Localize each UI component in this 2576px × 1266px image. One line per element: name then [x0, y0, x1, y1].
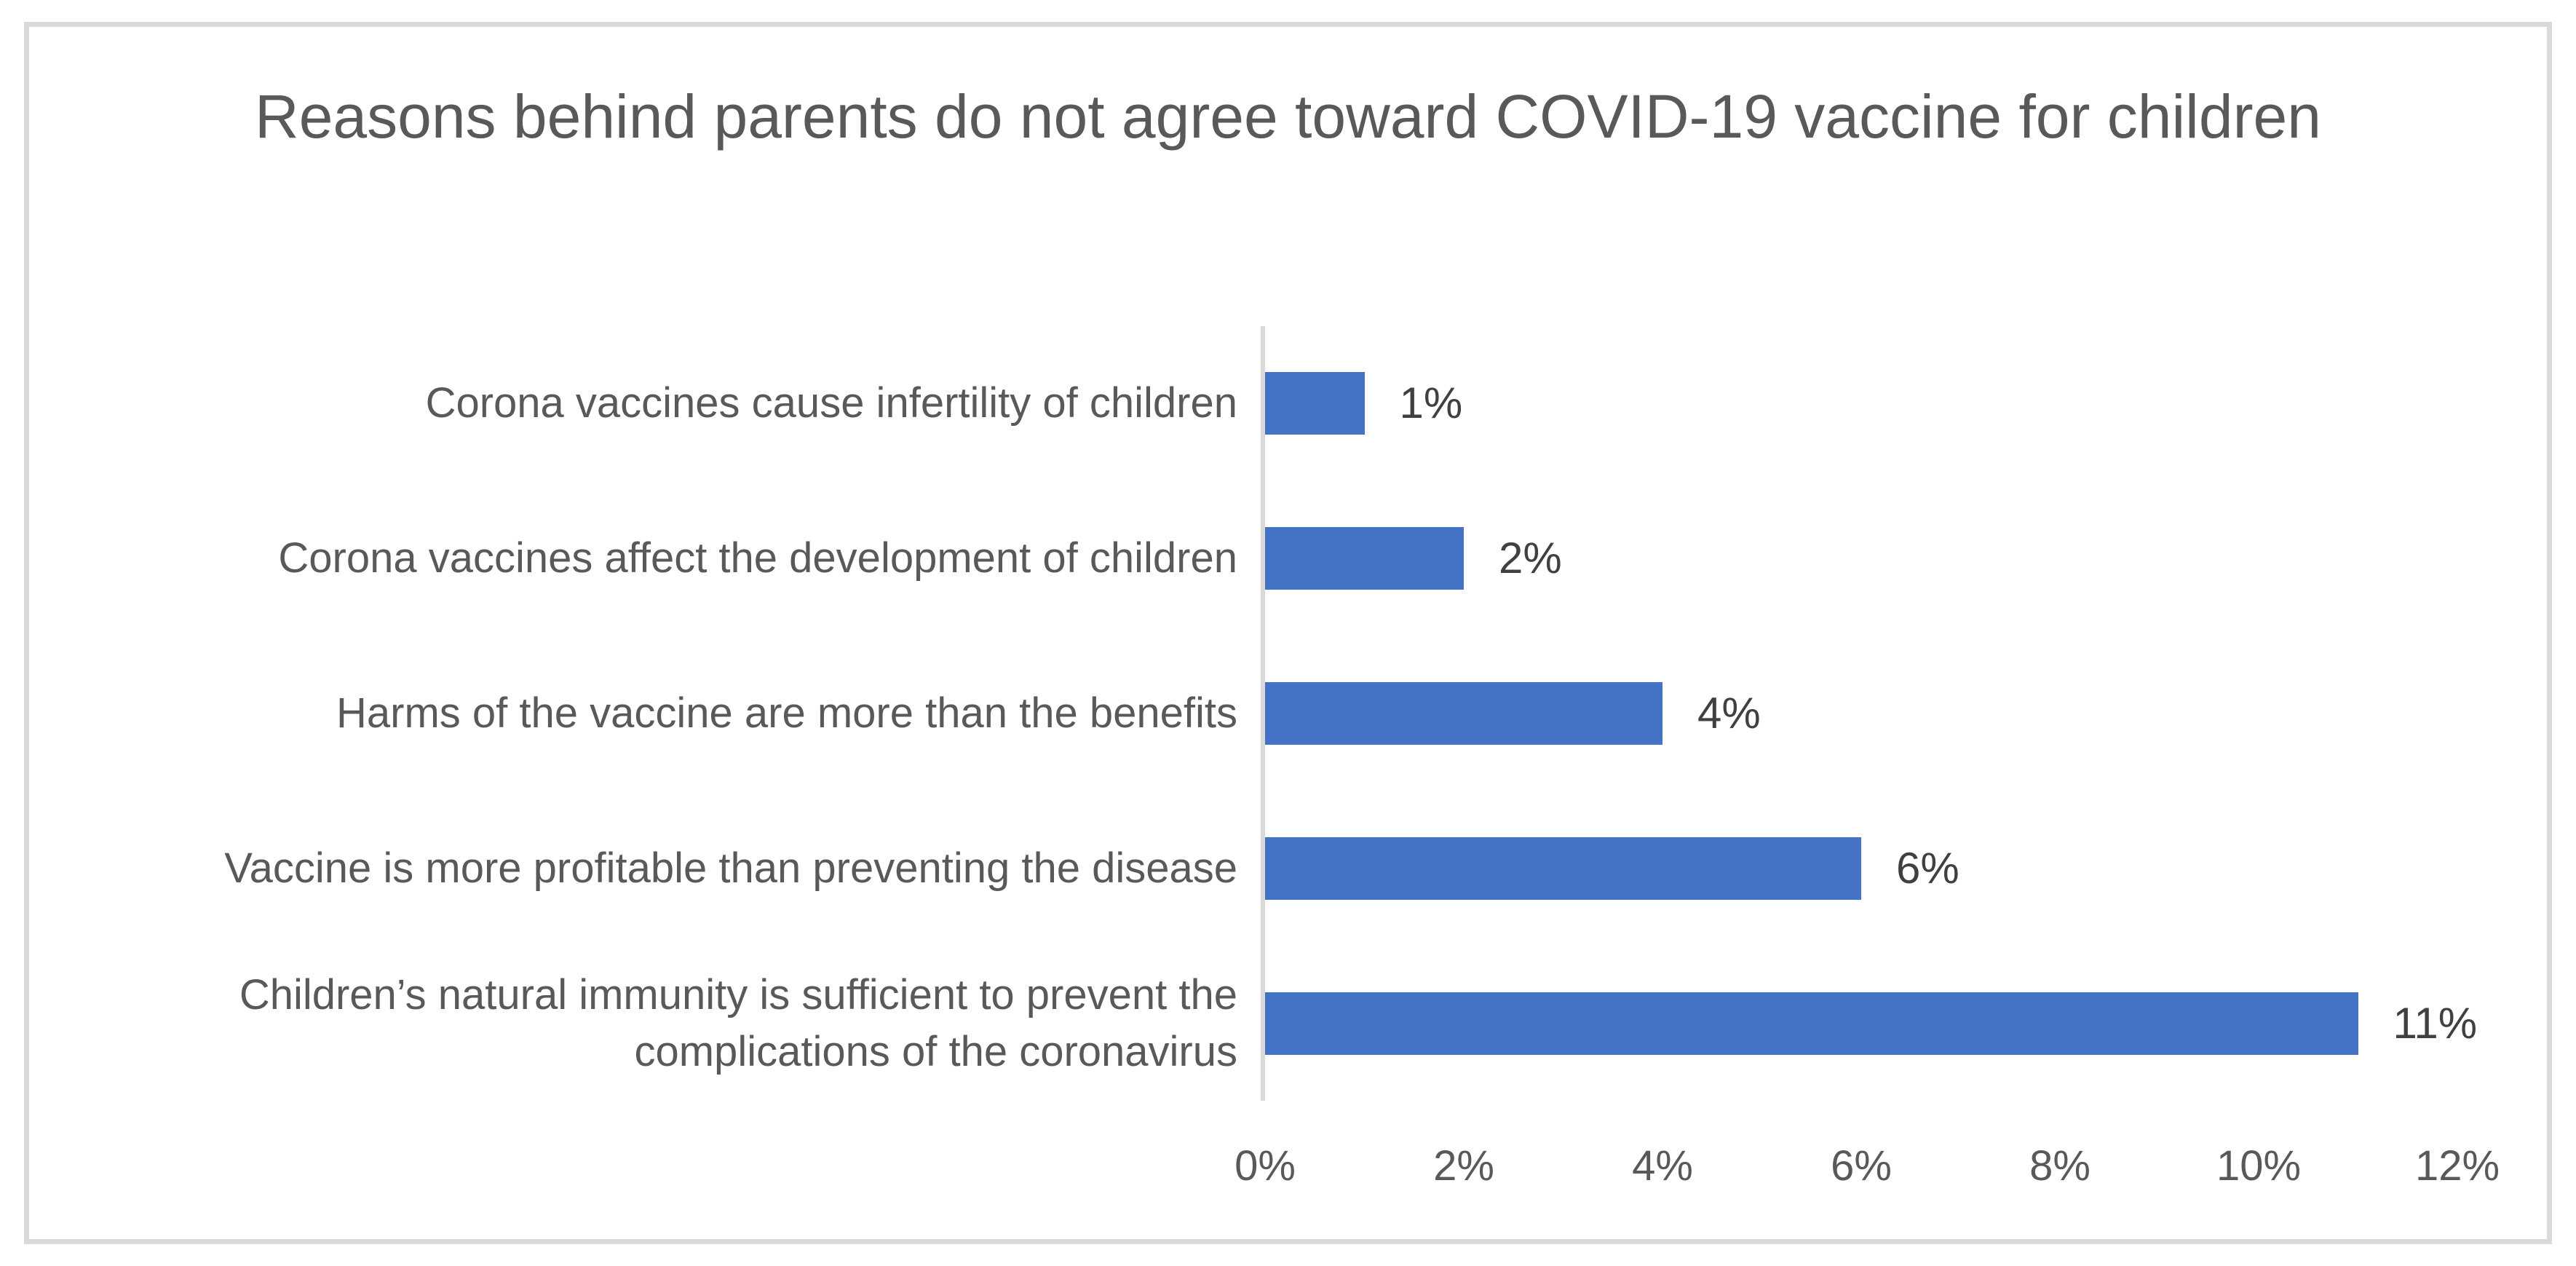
x-axis-tick: 6% — [1831, 1142, 1892, 1190]
chart-title: Reasons behind parents do not agree towa… — [255, 82, 2321, 151]
data-label: 6% — [1896, 844, 1959, 893]
data-label: 4% — [1697, 689, 1761, 737]
data-label: 2% — [1499, 534, 1562, 582]
bar-profit — [1265, 837, 1861, 900]
category-label: Corona vaccines affect the development o… — [278, 534, 1237, 582]
bar-development — [1265, 527, 1464, 590]
bar-natural-immunity — [1265, 992, 2358, 1055]
category-label: Harms of the vaccine are more than the b… — [336, 689, 1237, 737]
x-axis-tick: 12% — [2414, 1142, 2500, 1190]
x-axis-tick: 2% — [1433, 1142, 1494, 1190]
category-label: Children’s natural immunity is sufficien… — [239, 971, 1237, 1075]
x-axis-tick: 10% — [2216, 1142, 2302, 1190]
data-label: 11% — [2393, 999, 2478, 1048]
y-axis-line — [1261, 326, 1265, 1101]
x-axis-tick: 4% — [1632, 1142, 1693, 1190]
x-axis-tick: 8% — [2029, 1142, 2090, 1190]
x-axis-tick: 0% — [1235, 1142, 1296, 1190]
bar-infertility — [1265, 372, 1365, 435]
data-label: 1% — [1399, 379, 1463, 427]
category-label: Corona vaccines cause infertility of chi… — [425, 379, 1237, 427]
category-label: Vaccine is more profitable than preventi… — [224, 844, 1237, 892]
bar-harms-vs-benefits — [1265, 682, 1662, 745]
